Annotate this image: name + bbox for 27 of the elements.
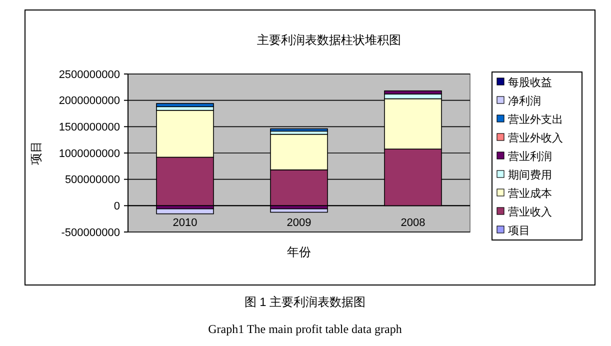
bar xyxy=(156,103,214,108)
bar xyxy=(156,208,214,214)
x-axis-title: 年份 xyxy=(287,245,311,259)
legend-label: 每股收益 xyxy=(508,76,552,89)
y-axis-title: 项目 xyxy=(29,141,43,165)
bar xyxy=(270,208,328,213)
legend-label: 营业成本 xyxy=(508,186,552,200)
caption: Graph1 The main profit table data graph xyxy=(208,322,402,336)
legend-label: 营业利润 xyxy=(508,150,552,163)
legend-label: 项目 xyxy=(508,224,530,237)
chart-title: 主要利润表数据柱状堆积图 xyxy=(257,33,401,47)
legend-label: 净利润 xyxy=(508,94,541,108)
x-tick-label: 2010 xyxy=(172,217,198,229)
y-tick-label: -500000000 xyxy=(61,226,120,239)
legend-label: 营业外收入 xyxy=(508,131,563,144)
y-tick-label: 500000000 xyxy=(64,174,120,186)
y-tick-label: 2500000000 xyxy=(58,68,120,81)
x-tick-label: 2008 xyxy=(400,217,426,229)
y-tick-label: 1500000000 xyxy=(58,122,120,134)
y-tick-label: 1000000000 xyxy=(58,148,120,160)
legend-label: 营业外支出 xyxy=(508,112,563,126)
x-tick-label: 2009 xyxy=(286,217,312,229)
legend-label: 营业收入 xyxy=(508,205,552,218)
y-tick-label: 0 xyxy=(114,200,120,213)
legend-label: 期间费用 xyxy=(508,168,552,182)
caption: 图 1 主要利润表数据图 xyxy=(244,295,366,309)
y-tick-label: 2000000000 xyxy=(58,95,120,108)
